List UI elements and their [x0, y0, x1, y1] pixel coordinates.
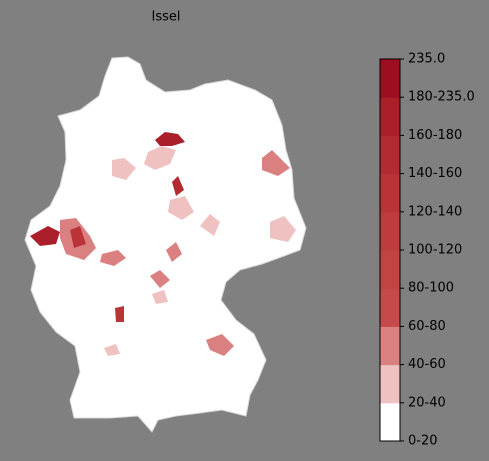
colorbar-label: 0-20	[408, 434, 438, 449]
colorbar-label: 60-80	[408, 319, 446, 334]
colorbar-segment	[380, 402, 400, 442]
colorbar-label: 40-60	[408, 357, 446, 372]
region	[150, 270, 170, 288]
colorbar-segment	[380, 211, 400, 251]
map-title: Issel	[152, 10, 181, 25]
region	[30, 226, 60, 246]
region	[112, 158, 136, 180]
colorbar-segment	[380, 326, 400, 366]
region	[270, 216, 296, 242]
country-outline	[24, 56, 307, 433]
colorbar-label: 140-160	[408, 166, 462, 181]
colorbar-label: 100-120	[408, 243, 462, 258]
region	[152, 290, 168, 304]
colorbar-segment	[380, 250, 400, 289]
region	[104, 344, 120, 356]
colorbar-label: 160-180	[408, 128, 462, 143]
colorbar-segment	[380, 97, 400, 136]
colorbar-label: 235.0	[408, 52, 445, 67]
colorbar-segment	[380, 135, 400, 175]
region	[166, 242, 182, 262]
colorbar-segment	[380, 288, 400, 327]
colorbar-segment	[380, 59, 400, 98]
region	[168, 196, 194, 220]
region	[155, 132, 185, 146]
colorbar-label: 120-140	[408, 204, 462, 219]
region	[70, 226, 86, 248]
colorbar-segment	[380, 173, 400, 213]
colorbar-label: 20-40	[408, 395, 446, 410]
region	[115, 306, 124, 322]
colorbar-label: 180-235.0	[408, 90, 475, 105]
region	[172, 176, 184, 196]
region	[200, 214, 220, 236]
region	[144, 146, 176, 170]
region	[206, 334, 234, 356]
colorbar-label: 80-100	[408, 281, 454, 296]
region	[100, 250, 126, 266]
colorbar-segment	[380, 364, 400, 404]
region	[262, 150, 290, 176]
colorbar: 0-20 20-40 40-60 60-80 80-100 100-120 120-140 1…	[379, 52, 475, 449]
germany-map	[24, 56, 307, 433]
